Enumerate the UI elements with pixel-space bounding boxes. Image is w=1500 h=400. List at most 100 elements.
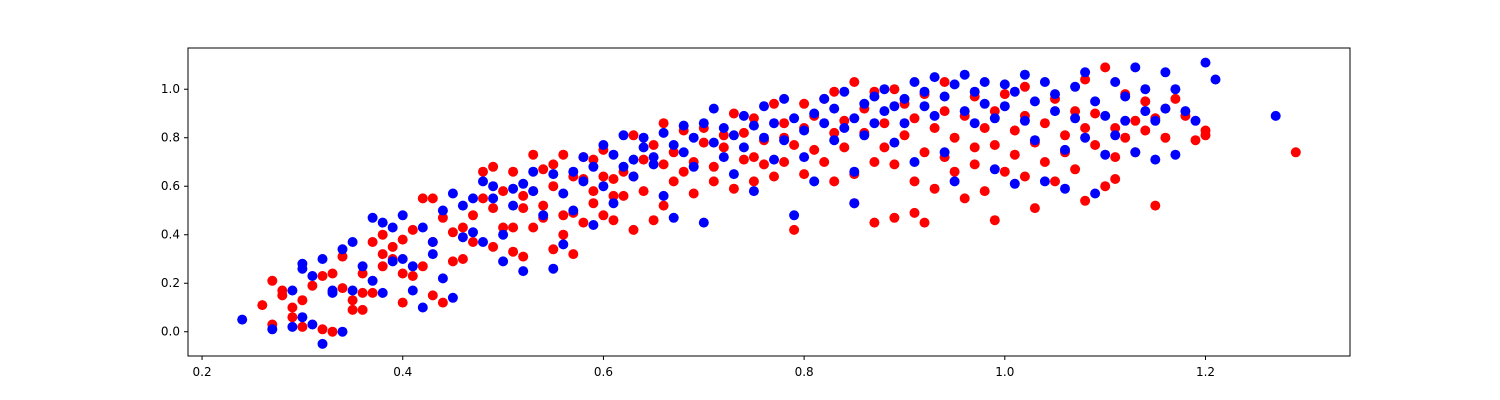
data-point-series-0-127 [799, 169, 810, 180]
data-point-series-1-158 [1070, 81, 1081, 92]
data-point-series-0-107 [708, 161, 719, 172]
data-point-series-0-88 [628, 224, 639, 235]
data-point-series-1-153 [1039, 176, 1050, 187]
data-point-series-0-170 [969, 159, 980, 170]
data-point-series-1-35 [447, 292, 458, 303]
y-tick-label: 0.4 [161, 228, 180, 242]
data-point-series-0-38 [437, 212, 448, 223]
data-point-series-1-134 [949, 176, 960, 187]
data-point-series-0-125 [789, 140, 800, 150]
data-point-series-1-172 [1140, 106, 1151, 117]
data-point-series-1-61 [588, 220, 599, 230]
data-point-series-0-96 [658, 159, 669, 170]
data-point-series-0-160 [929, 183, 940, 194]
data-point-series-1-51 [528, 166, 539, 177]
data-point-series-1-12 [327, 285, 338, 296]
axes-frame [187, 47, 1351, 357]
data-point-series-0-45 [468, 237, 478, 247]
data-point-series-1-143 [989, 164, 1000, 175]
data-point-series-0-16 [347, 304, 358, 315]
data-point-series-0-193 [1080, 195, 1091, 206]
data-point-series-1-64 [598, 140, 609, 150]
data-point-series-0-113 [738, 127, 749, 138]
data-point-series-1-164 [1100, 110, 1111, 121]
data-point-series-0-195 [1080, 74, 1091, 85]
data-point-series-1-83 [698, 118, 709, 129]
data-point-series-1-133 [939, 91, 950, 102]
data-point-series-1-19 [367, 212, 378, 223]
data-point-series-1-163 [1090, 188, 1101, 199]
data-point-series-1-105 [809, 108, 820, 119]
data-point-series-1-59 [578, 176, 589, 187]
data-point-series-1-58 [568, 205, 579, 216]
data-point-series-0-155 [909, 113, 920, 124]
data-point-series-0-35 [427, 290, 438, 301]
data-point-series-0-217 [1200, 125, 1211, 136]
data-point-series-0-153 [909, 207, 920, 218]
data-point-series-0-99 [668, 147, 679, 158]
data-point-series-0-134 [829, 127, 840, 138]
data-point-series-1-96 [759, 101, 769, 112]
data-point-series-1-162 [1090, 96, 1101, 107]
data-point-series-0-133 [829, 176, 840, 187]
data-point-series-1-79 [678, 147, 689, 158]
data-point-series-0-41 [447, 227, 458, 238]
data-point-series-1-121 [879, 84, 890, 95]
data-point-series-1-56 [558, 239, 569, 250]
data-point-series-0-126 [799, 98, 810, 109]
data-point-series-1-68 [618, 130, 629, 141]
data-point-series-1-89 [728, 130, 739, 141]
data-point-series-0-56 [518, 251, 529, 262]
data-point-series-1-33 [437, 273, 448, 284]
data-point-series-1-93 [748, 120, 759, 131]
data-point-series-0-196 [1090, 140, 1101, 150]
data-point-series-0-95 [658, 200, 669, 211]
y-tick-label: 0.2 [161, 276, 180, 290]
data-point-series-1-27 [407, 285, 418, 296]
data-point-series-0-48 [488, 161, 499, 172]
data-point-series-0-43 [457, 254, 468, 264]
data-point-series-1-114 [849, 166, 860, 177]
data-point-series-0-57 [518, 190, 529, 201]
data-point-series-1-109 [829, 135, 840, 146]
data-point-series-0-93 [648, 215, 659, 226]
data-point-series-1-160 [1080, 67, 1091, 78]
data-point-series-1-127 [909, 157, 920, 167]
data-point-series-0-83 [608, 174, 619, 184]
data-point-series-0-177 [999, 89, 1010, 100]
data-point-series-1-69 [628, 154, 639, 165]
data-point-series-0-65 [548, 159, 559, 170]
data-point-series-0-119 [769, 98, 779, 109]
data-point-series-0-60 [528, 222, 539, 233]
data-point-series-0-87 [618, 190, 629, 201]
data-point-series-0-179 [1009, 149, 1020, 160]
data-point-series-0-168 [969, 142, 980, 153]
data-point-series-1-179 [1170, 84, 1181, 95]
data-point-series-1-146 [1009, 178, 1020, 189]
data-point-series-1-169 [1120, 115, 1131, 126]
data-point-series-1-92 [738, 142, 749, 153]
data-point-series-0-165 [949, 132, 960, 143]
data-point-series-0-132 [819, 157, 830, 167]
data-point-series-1-168 [1120, 91, 1131, 102]
data-point-series-0-17 [347, 295, 358, 306]
data-point-series-1-82 [688, 132, 699, 143]
data-point-series-1-177 [1160, 103, 1171, 114]
data-point-series-1-1 [267, 324, 278, 335]
data-point-series-0-9 [307, 280, 318, 291]
data-point-series-1-57 [568, 166, 579, 177]
data-point-series-1-174 [1150, 154, 1161, 165]
data-point-series-0-26 [387, 241, 398, 252]
data-point-series-1-32 [437, 205, 448, 216]
data-point-series-0-175 [989, 140, 1000, 150]
data-point-series-0-145 [869, 217, 880, 228]
data-point-series-0-117 [759, 159, 769, 170]
data-point-series-1-112 [839, 86, 850, 97]
data-point-series-0-39 [437, 297, 448, 308]
data-point-series-0-58 [518, 203, 529, 214]
data-point-series-0-81 [598, 210, 609, 221]
data-point-series-0-6 [287, 302, 298, 313]
data-point-series-1-86 [708, 103, 719, 114]
data-point-series-1-30 [427, 237, 438, 247]
